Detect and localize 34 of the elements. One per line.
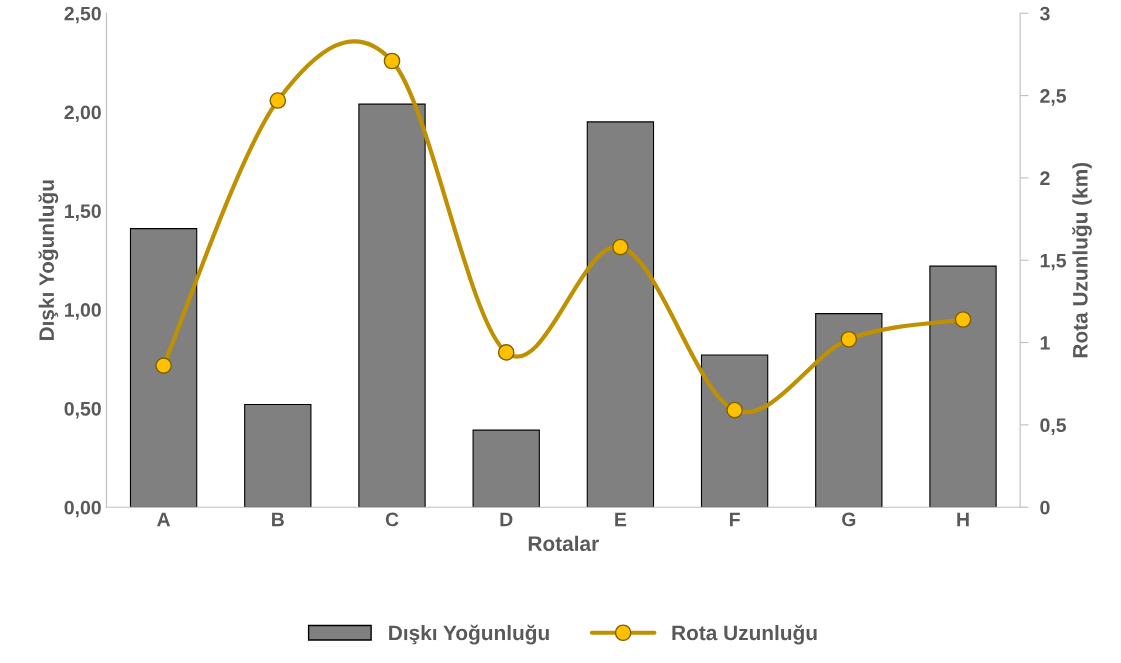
x-tick-label: H bbox=[957, 512, 969, 527]
y-tick-label: 1,00 bbox=[65, 303, 101, 320]
x-tick-label: E bbox=[615, 512, 627, 527]
bar bbox=[815, 313, 883, 508]
y-axis-title: Dışkı Yoğunluğu bbox=[38, 180, 59, 341]
bar bbox=[244, 403, 312, 508]
y-tick-label: 0,50 bbox=[64, 401, 101, 419]
y2-axis-title: Rota Uzunluğu (km) bbox=[1072, 162, 1092, 358]
x-tick-label: G bbox=[842, 512, 856, 527]
y2-tick-label: 0 bbox=[1040, 500, 1050, 515]
x-tick-label: A bbox=[157, 512, 171, 527]
x-tick-label: C bbox=[385, 512, 399, 527]
y2-tick-label: 2,5 bbox=[1040, 89, 1067, 106]
bar bbox=[129, 228, 198, 508]
y2-tick-label: 2 bbox=[1040, 171, 1050, 185]
bar bbox=[358, 103, 426, 508]
y-tick-label: 1,50 bbox=[65, 204, 101, 221]
x-tick-label: B bbox=[272, 512, 284, 527]
bar bbox=[586, 121, 655, 508]
bar bbox=[929, 265, 997, 508]
y-tick-label: 2,50 bbox=[64, 6, 101, 24]
y-tick-label: 0,00 bbox=[64, 500, 101, 518]
x-tick-label: F bbox=[729, 512, 740, 527]
y-tick-label: 2,00 bbox=[64, 105, 101, 123]
x-axis-title: Rotalar bbox=[528, 535, 599, 552]
y2-tick-label: 0,5 bbox=[1040, 418, 1067, 435]
bar bbox=[700, 354, 769, 508]
y2-tick-label: 1 bbox=[1040, 336, 1050, 350]
legend-label: Rota Uzunluğu bbox=[672, 624, 817, 645]
legend-label: Dışkı Yoğunluğu bbox=[389, 624, 549, 645]
y2-tick-label: 1,5 bbox=[1040, 253, 1067, 271]
y2-tick-label: 3 bbox=[1040, 6, 1050, 21]
bar bbox=[472, 429, 540, 508]
x-tick-label: D bbox=[500, 512, 513, 527]
